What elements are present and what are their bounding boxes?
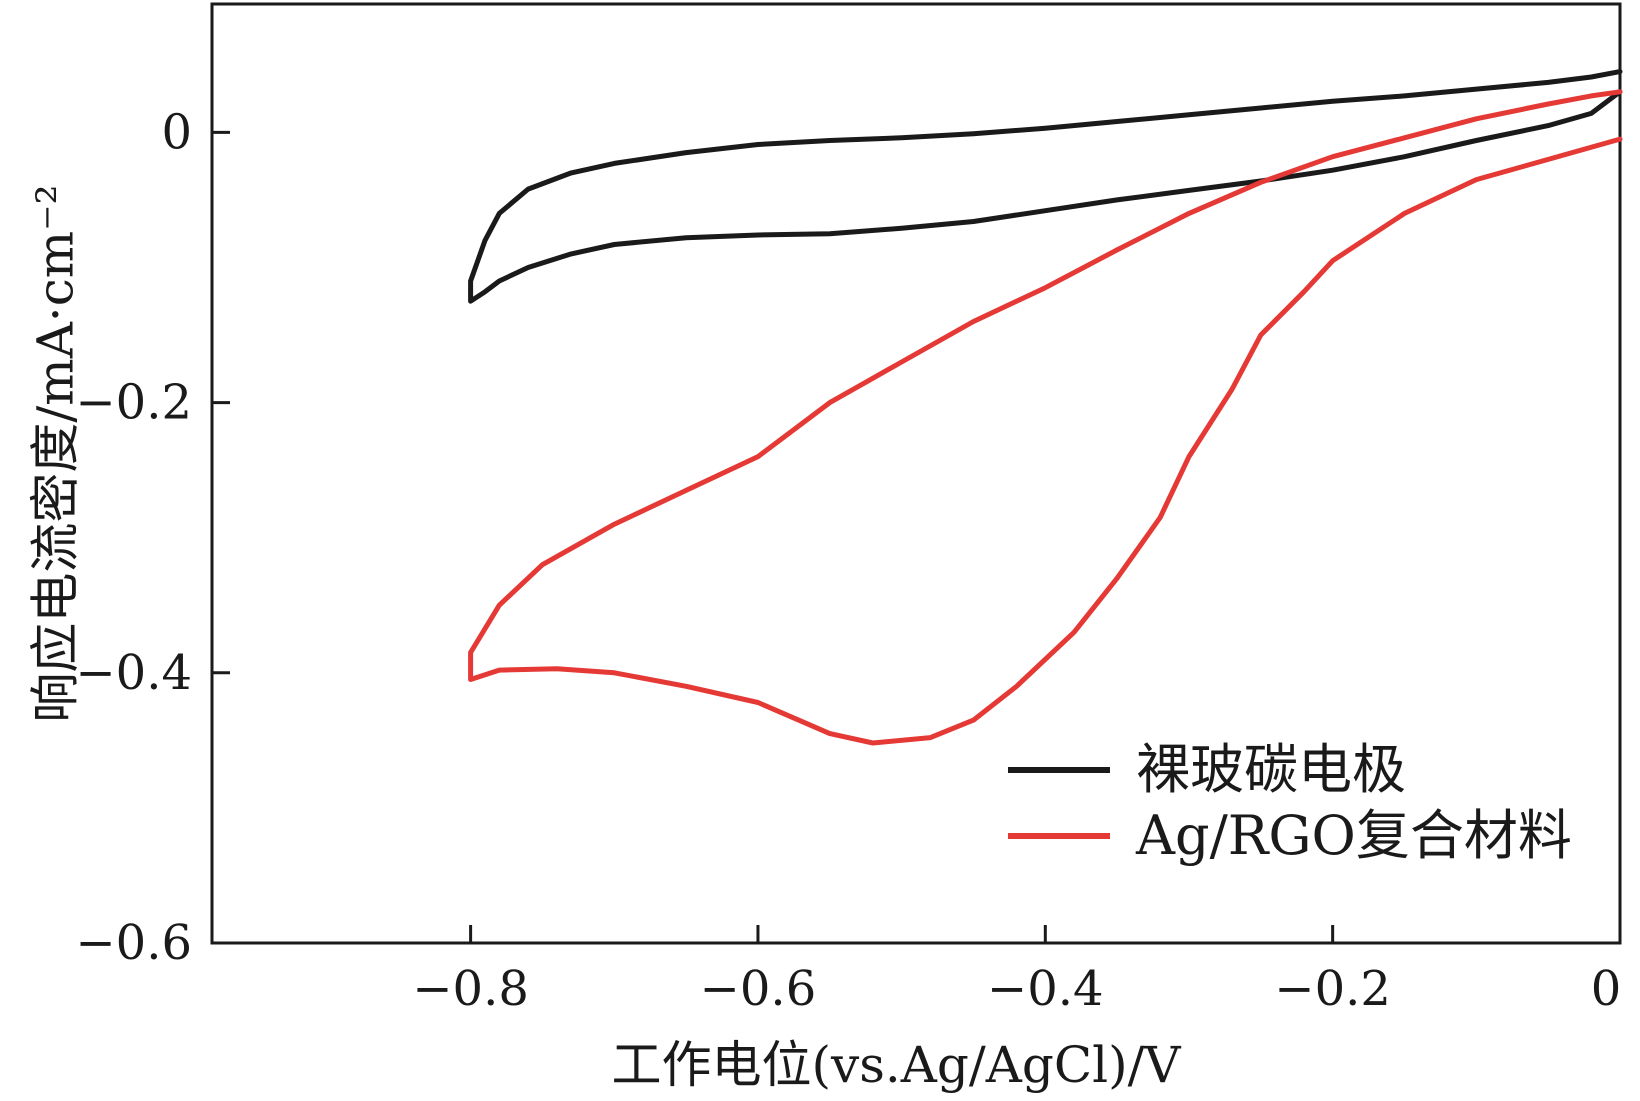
y-tick-label: −0.2 xyxy=(75,375,192,431)
series-line-bare-gce xyxy=(468,69,1623,304)
y-axis-label: 响应电流密度/mA·cm⁻² xyxy=(27,184,85,722)
x-tick-label: −0.6 xyxy=(700,961,817,1017)
series-layer xyxy=(468,69,1623,746)
x-axis-label: 工作电位(vs.Ag/AgCl)/V xyxy=(611,1036,1181,1094)
x-tick-label: −0.4 xyxy=(987,961,1104,1017)
plot-frame xyxy=(210,2,1622,945)
series-line-ag-rgo xyxy=(468,89,1623,746)
y-tick-label: −0.4 xyxy=(75,645,192,701)
x-tick-label: −0.8 xyxy=(412,961,529,1017)
x-tick-label: −0.2 xyxy=(1274,961,1391,1017)
y-tick-label: −0.6 xyxy=(75,915,192,971)
y-axis-ticks: 0 −0.2 −0.4 −0.6 xyxy=(75,104,230,971)
legend-label-bare-gce: 裸玻碳电极 xyxy=(1136,738,1406,801)
legend: 裸玻碳电极 Ag/RGO复合材料 xyxy=(1008,738,1572,867)
x-axis-ticks: −0.8 −0.6 −0.4 −0.2 0 xyxy=(412,925,1622,1017)
y-tick-label: 0 xyxy=(161,104,192,160)
x-tick-label: 0 xyxy=(1591,961,1622,1017)
legend-label-ag-rgo: Ag/RGO复合材料 xyxy=(1135,804,1572,867)
